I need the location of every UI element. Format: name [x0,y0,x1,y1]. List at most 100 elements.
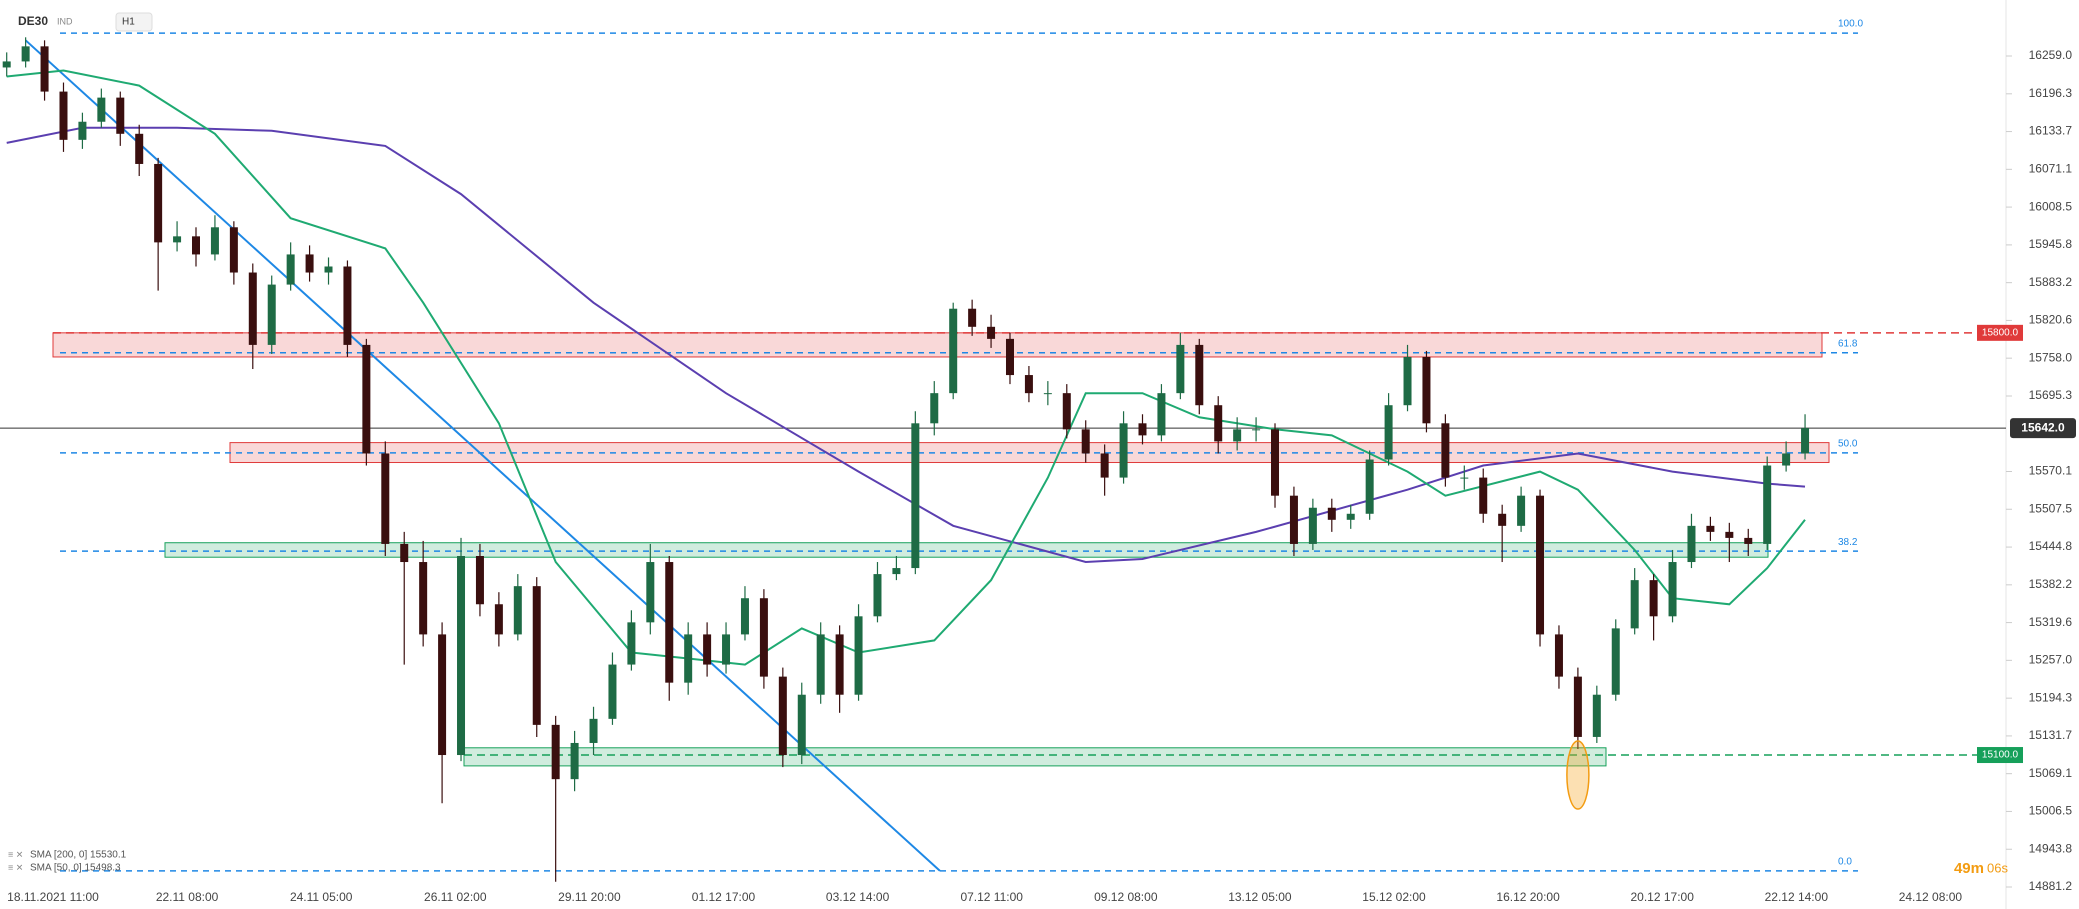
candle-body [513,586,522,635]
y-tick-label: 14881.2 [2029,879,2073,893]
candle-body [173,236,182,243]
y-tick-label: 15570.1 [2029,464,2073,478]
candle-body [40,46,49,92]
candle-body [759,598,768,677]
x-tick-label: 18.11.2021 11:00 [7,890,99,904]
current-price-label: 15642.0 [2021,420,2065,434]
x-tick-label: 22.11 08:00 [156,890,219,904]
timer-seconds: 06s [1987,860,2008,875]
y-tick-label: 16071.1 [2029,162,2073,176]
candle-body [324,266,333,273]
tag: IND [57,16,73,26]
candle-body [930,393,939,424]
x-tick-label: 24.12 08:00 [1899,890,1963,904]
candle-body [1233,429,1242,442]
y-tick-label: 14943.8 [2029,841,2073,855]
candle-body [1384,405,1393,460]
legend-icon: ≡ ✕ [8,849,23,859]
candle-body [2,61,11,68]
candle-body [1081,429,1090,454]
candle-body [703,634,712,665]
y-tick-label: 15507.5 [2029,501,2073,515]
candle-body [1782,453,1791,466]
candle-body [1649,580,1658,617]
candle-body [987,326,996,339]
candle-body [1005,338,1014,376]
candle-body [949,308,958,394]
candle-body [381,453,390,544]
zone [463,747,1607,767]
y-tick-label: 16196.3 [2029,86,2073,100]
candle-body [1554,634,1563,677]
price-level-label: 15800.0 [1982,327,2019,338]
candle-body [1801,428,1810,454]
y-tick-label: 15444.8 [2029,539,2073,553]
candle-body [551,724,560,780]
price-level-box [1977,324,2023,341]
y-tick-label: 16133.7 [2029,124,2073,138]
candle-body [873,574,882,617]
candle-body [1346,513,1355,520]
candle-body [1744,537,1753,544]
candle-body [1365,459,1374,514]
candle-body [608,664,617,719]
interval-box[interactable] [115,12,153,32]
y-tick-label: 15257.0 [2029,653,2073,667]
y-tick-label: 15820.6 [2029,313,2073,327]
interval[interactable]: H1 [122,17,135,28]
candle-body [192,236,200,255]
candle-body [1062,393,1071,430]
timer-minutes: 49m [1954,860,1984,877]
candle-body [21,46,30,62]
x-tick-label: 16.12 20:00 [1496,890,1560,904]
candle-body [1460,477,1469,479]
x-tick-label: 13.12 05:00 [1228,890,1292,904]
candle-body [1725,531,1734,538]
candle-body [1403,356,1412,406]
candle-body [1024,375,1033,394]
candle-body [1138,423,1147,436]
current-price-box [2010,418,2076,439]
x-tick-label: 15.12 02:00 [1362,890,1426,904]
candle-body [1498,513,1507,526]
candle-body [78,121,87,140]
candle-body [286,254,295,285]
fib-label: 100.0 [1838,19,1863,30]
fib-label: 61.8 [1838,338,1858,349]
sma-line [6,69,1806,666]
y-tick-label: 15006.5 [2029,804,2073,818]
y-tick-label: 15883.2 [2029,275,2073,289]
fib-label: 0.0 [1838,856,1852,867]
y-tick-label: 15194.3 [2029,690,2073,704]
y-tick-label: 15069.1 [2029,766,2073,780]
y-tick-label: 15945.8 [2029,237,2073,251]
candle-body [267,284,276,345]
candle-body [116,97,125,134]
y-tick-label: 15319.6 [2029,615,2073,629]
candle-body [457,555,466,756]
candle-body [400,543,409,563]
candle-body [229,227,238,273]
candle-body [97,97,106,122]
candle-body [665,562,674,683]
price-level-box [1977,747,2023,764]
x-tick-label: 29.11 20:00 [558,890,621,904]
candle-body [722,634,731,665]
candle-body [343,266,352,345]
symbol[interactable]: DE30 [18,14,48,28]
candle-body [1536,495,1545,635]
candle-body [1422,356,1431,424]
candle-body [646,562,655,623]
candle-body [1706,525,1715,532]
candle-body [419,562,428,635]
highlight-ellipse [1566,740,1590,810]
candle-body [59,91,68,140]
legend-icon: ≡ ✕ [8,862,23,872]
fib-label: 50.0 [1838,439,1858,450]
candle-body [778,676,787,756]
candle-body [532,586,541,725]
candle-body [684,634,693,683]
candle-body [627,622,636,665]
